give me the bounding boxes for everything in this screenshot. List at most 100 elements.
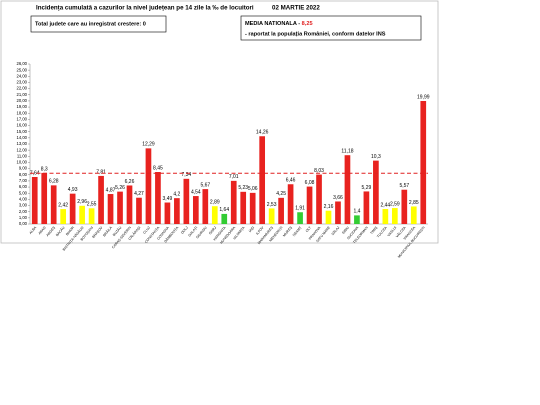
x-tick-label: ALBA [29, 225, 38, 235]
bar [382, 208, 389, 224]
bar [60, 209, 67, 224]
increase-note: Total judete care au inregistrat crester… [35, 21, 146, 27]
bar [259, 136, 266, 224]
bar [335, 201, 341, 224]
bar [136, 197, 142, 224]
value-label: 7,81 [96, 169, 106, 175]
bar [297, 212, 303, 224]
bar [69, 193, 76, 224]
bar [230, 180, 237, 224]
y-tick-label: 8,00 [19, 172, 28, 177]
value-label: 11,18 [341, 149, 353, 155]
bar [373, 160, 379, 224]
bar [155, 172, 161, 224]
value-label: 2,89 [210, 200, 220, 206]
value-label: 8,45 [153, 165, 163, 171]
bar [174, 198, 180, 224]
y-tick-label: 7,00 [19, 178, 28, 183]
value-label: 7,34 [181, 172, 191, 178]
x-tick-label: DOLJ [180, 225, 189, 234]
value-label: 4,93 [68, 187, 78, 193]
y-tick-label: 2,00 [19, 209, 28, 214]
value-label: 3,49 [163, 196, 173, 202]
x-tick-label: ILFOV [255, 225, 265, 236]
bar [401, 189, 408, 224]
value-label: 2,85 [409, 200, 419, 206]
value-label: 5,23 [238, 185, 248, 191]
value-label: 4,2 [173, 191, 180, 197]
y-tick-label: 23,00 [17, 80, 28, 85]
bar [249, 192, 256, 224]
bar [192, 196, 199, 224]
value-label: 6,28 [49, 179, 59, 185]
y-tick-label: 11,00 [17, 153, 28, 158]
bar [107, 194, 114, 224]
y-tick-label: 5,00 [19, 190, 28, 195]
value-label: 5,26 [115, 185, 125, 191]
value-label: 8,03 [314, 168, 324, 174]
y-tick-label: 25,00 [17, 67, 28, 72]
y-tick-label: 4,00 [19, 196, 28, 201]
value-label: 1,91 [295, 206, 305, 212]
bar [31, 176, 38, 224]
y-tick-label: 21,00 [17, 92, 28, 97]
value-label: 4,87 [106, 187, 116, 193]
x-tick-label: BIHOR [65, 225, 75, 236]
x-tick-label: GORJ [208, 225, 217, 235]
value-label: 2,59 [390, 201, 400, 207]
bar [316, 174, 322, 224]
y-tick-label: 26,00 [17, 61, 28, 66]
value-label: 2,96 [77, 199, 87, 205]
bar [211, 206, 218, 224]
y-tick-label: 24,00 [17, 73, 28, 78]
chart-date: 02 MARTIE 2022 [272, 5, 320, 12]
bar [287, 184, 294, 224]
value-label: 1,64 [219, 207, 229, 213]
x-tick-label: VASLUI [387, 226, 398, 238]
x-tick-label: BACĂU [55, 225, 66, 237]
x-tick-label: MUREȘ [282, 225, 293, 238]
x-tick-label: SIBIU [341, 225, 350, 235]
value-label: 19,99 [417, 94, 430, 100]
x-tick-label: NEAMȚ [292, 226, 303, 238]
bar [117, 191, 123, 224]
bar [354, 215, 360, 224]
bar [268, 208, 275, 224]
bar [41, 172, 48, 224]
bar [98, 175, 104, 224]
y-tick-label: 16,00 [17, 123, 28, 128]
bar [410, 206, 417, 224]
x-tick-label: CLUJ [142, 225, 151, 234]
average-suffix: - raportat la populația României, confor… [245, 31, 386, 37]
value-label: 2,42 [58, 202, 68, 208]
increase-box [30, 15, 167, 33]
bar [240, 191, 247, 224]
bar [278, 197, 284, 224]
y-tick-label: 20,00 [17, 98, 28, 103]
bar [325, 210, 332, 224]
value-label: 7,01 [229, 174, 239, 180]
value-label: 6,46 [286, 178, 296, 184]
bar [344, 155, 351, 224]
value-label: 7,64 [30, 170, 40, 176]
bar [88, 208, 95, 224]
y-tick-label: 3,00 [19, 203, 28, 208]
x-tick-label: GALAȚI [187, 226, 198, 238]
x-tick-label: ARAD [38, 225, 47, 235]
value-label: 12,29 [142, 142, 155, 148]
value-label: 14,26 [256, 130, 269, 136]
x-tick-label: OLT [305, 226, 312, 233]
x-tick-label: TIMIȘ [369, 225, 378, 235]
y-tick-label: 13,00 [17, 141, 28, 146]
bar [79, 205, 85, 224]
value-label: 2,55 [87, 202, 97, 208]
y-tick-label: 6,00 [19, 184, 28, 189]
bar [50, 185, 57, 224]
x-tick-label: IAȘI [248, 226, 255, 234]
average-note: MEDIA NATIONALA - 8,25 [245, 21, 313, 27]
average-value: 8,25 [302, 21, 313, 27]
value-label: 3,66 [333, 195, 343, 201]
y-tick-label: 10,00 [17, 160, 28, 165]
value-label: 2,44 [380, 202, 390, 208]
